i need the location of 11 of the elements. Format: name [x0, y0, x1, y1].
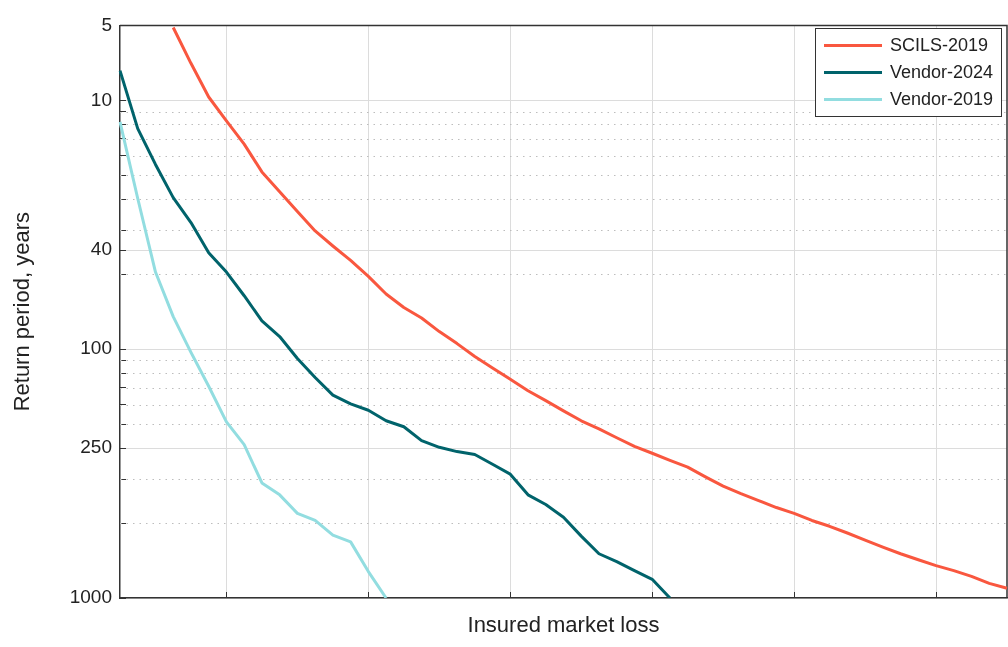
x-axis-title: Insured market loss: [467, 611, 660, 637]
legend-label: Vendor-2024: [889, 62, 993, 83]
y-tick-label: 40: [90, 238, 112, 260]
y-tick-label: 250: [80, 436, 112, 458]
legend-label: Vendor-2019: [889, 89, 993, 110]
y-tick-label: 10: [90, 88, 112, 110]
y-tick-label: 100: [80, 337, 112, 359]
y-tick-label: 1000: [69, 586, 112, 608]
y-tick-label: 5: [101, 13, 112, 35]
legend-label: SCILS-2019: [889, 35, 988, 56]
y-axis-title: Return period, years: [9, 212, 35, 412]
